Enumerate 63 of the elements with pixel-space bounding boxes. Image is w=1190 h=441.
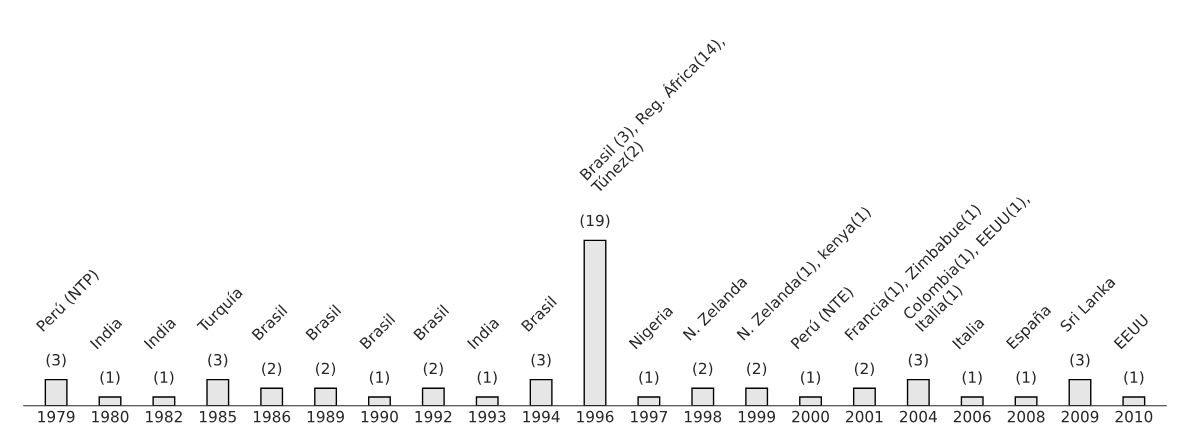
data-label: (2) [854,362,874,377]
x-tick-label: 1985 [200,410,236,423]
data-label: (1) [962,371,982,385]
x-tick-label: 2009 [1061,410,1099,423]
data-label: (1) [369,371,389,385]
bar [367,396,391,406]
bar [852,387,876,406]
data-label: (1) [477,371,497,385]
data-label: (3) [1070,353,1090,368]
x-tick-label: 1979 [38,410,75,423]
x-tick-label: 2000 [792,410,829,423]
x-tick-label: 1999 [738,410,776,423]
data-label: (2) [693,362,713,377]
x-tick-label: 1990 [361,410,398,423]
data-label: (1) [1124,371,1144,385]
bar [960,396,984,406]
bar [475,396,499,406]
data-label: (1) [1016,371,1036,385]
bar [98,396,122,406]
x-tick-label: 1980 [92,410,129,423]
bar [745,387,769,406]
data-label: (3) [46,353,66,368]
x-tick-label: 1997 [631,410,668,423]
x-tick-label: 2006 [953,410,991,423]
bar [421,387,445,406]
bar [529,378,553,406]
data-label: (1) [801,371,821,385]
bar [152,396,176,406]
x-tick-label: 1992 [415,410,452,423]
x-tick-label: 2004 [900,410,937,423]
x-tick-label: 1998 [685,410,722,423]
x-tick-label: 1986 [253,410,291,423]
bar [1068,378,1092,406]
x-tick-label: 1993 [469,410,506,423]
data-label: (2) [423,362,443,377]
bar [691,387,715,406]
data-label: (2) [262,362,282,377]
bar [637,396,661,406]
data-label: (19) [580,214,610,229]
bar [206,378,230,406]
x-tick-label: 1994 [523,410,560,423]
x-tick-label: 1996 [577,410,614,423]
x-tick-label: 2001 [846,410,883,423]
data-label: (3) [531,353,551,368]
bar [1014,396,1038,406]
bar [799,396,823,406]
data-label: (1) [154,371,174,385]
data-label: (2) [747,362,767,377]
x-tick-label: 2008 [1007,410,1045,423]
data-label: (3) [208,353,228,368]
data-label: (3) [908,353,928,368]
bar [260,387,284,406]
data-label: (2) [316,362,336,377]
bar [44,378,68,406]
bar [906,378,930,406]
x-tick-label: 1982 [146,410,182,423]
x-tick-label: 1989 [307,410,344,423]
data-label: (1) [100,371,120,385]
bar [583,239,607,406]
data-label: (1) [639,371,659,385]
bar [1122,396,1146,406]
x-tick-label: 2010 [1115,410,1153,423]
bar [314,387,338,406]
